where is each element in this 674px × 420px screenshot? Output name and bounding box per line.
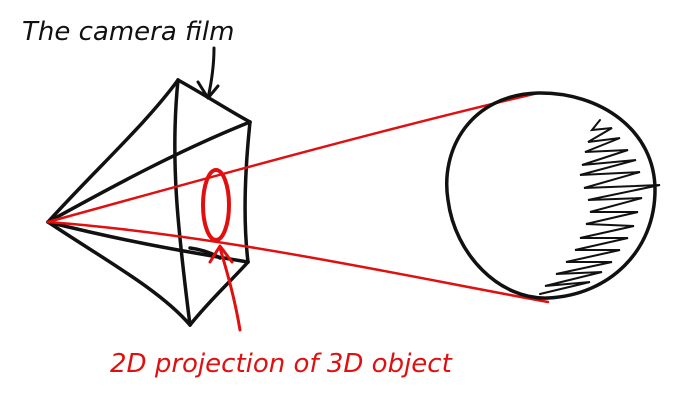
film-right-edge [243,120,252,264]
ray-upper [46,91,540,224]
frustum-bottom-edge [46,220,192,327]
film-arrow-shaft [206,46,216,100]
frustum-top-edge [46,78,180,224]
sphere-outline [445,91,657,300]
ray-lower [46,220,550,304]
projection-label: 2D projection of 3D object [110,349,453,379]
film-arrow-head [196,80,220,100]
camera-frustum [46,78,252,327]
projection-rays [46,91,550,304]
projection-label-arrow [208,244,242,332]
projection-arrow-head [208,244,234,264]
film-bottom-diagonal [188,246,222,260]
projection-arrow-shaft [218,246,242,332]
film-bottom-edge [188,260,250,327]
film-top-edge [176,78,252,124]
projected-ellipse [201,168,231,242]
film-left-edge [173,78,192,327]
camera-film-label: The camera film [22,17,234,47]
film-label-arrow [196,46,220,100]
frustum-upper-inner-edge [46,120,252,224]
sphere-shading [539,119,661,295]
sphere-object [445,91,661,300]
